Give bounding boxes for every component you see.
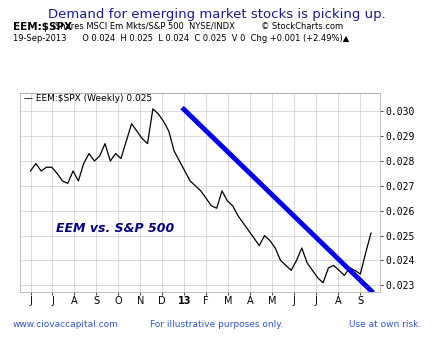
Text: iShares MSCI Em Mkts/S&P 500  NYSE/INDX          © StockCharts.com: iShares MSCI Em Mkts/S&P 500 NYSE/INDX ©… [50,22,343,31]
Text: Use at own risk.: Use at own risk. [349,319,421,329]
Text: 19-Sep-2013      O 0.024  H 0.025  L 0.024  C 0.025  V 0  Chg +0.001 (+2.49%)▲: 19-Sep-2013 O 0.024 H 0.025 L 0.024 C 0.… [13,34,349,43]
Text: EEM:$SPX: EEM:$SPX [13,22,72,32]
Text: For illustrative purposes only.: For illustrative purposes only. [150,319,284,329]
Text: Demand for emerging market stocks is picking up.: Demand for emerging market stocks is pic… [48,8,386,22]
Text: — EEM:$SPX (Weekly) 0.025: — EEM:$SPX (Weekly) 0.025 [24,94,152,103]
Text: EEM vs. S&P 500: EEM vs. S&P 500 [56,222,174,235]
Text: www.ciovaccapital.com: www.ciovaccapital.com [13,319,119,329]
